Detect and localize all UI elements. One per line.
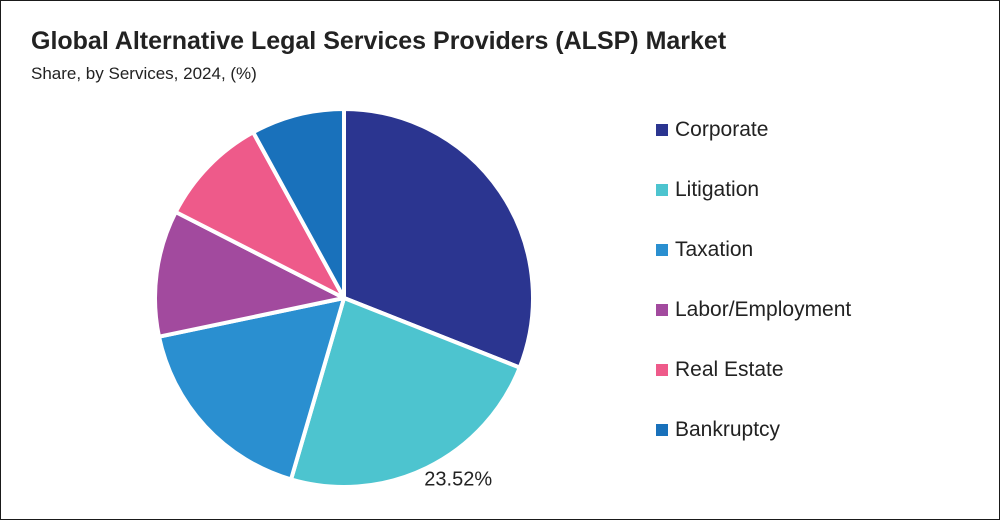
legend-swatch [656,184,668,196]
legend-item-labor-employment: Labor/Employment [656,280,986,340]
pie-data-labels: 23.52% [424,469,492,491]
pie-slice-labor-employment [153,209,346,339]
legend-label: Labor/Employment [675,298,852,321]
legend: Corporate Litigation Taxation Labor/Employm… [656,100,986,460]
legend-item-taxation: Taxation [656,220,986,280]
pie-slice-bankruptcy [251,107,346,300]
legend-item-bankruptcy: Bankruptcy [656,400,986,460]
legend-swatch [656,244,668,256]
legend-item-real-estate: Real Estate [656,340,986,400]
pie-slice-corporate [342,107,535,370]
legend-label: Bankruptcy [675,418,781,441]
data-label-litigation: 23.52% [424,469,492,491]
legend-label: Corporate [675,118,769,141]
pie-slice-real-estate [173,130,346,300]
legend-item-litigation: Litigation [656,160,986,220]
legend-label: Litigation [675,178,760,201]
pie-slice-taxation [157,296,346,482]
legend-label: Taxation [675,238,754,261]
legend-item-corporate: Corporate [656,100,986,160]
legend-swatch [656,124,668,136]
legend-swatch [656,424,668,436]
chart-subtitle: Share, by Services, 2024, (%) [31,64,257,83]
legend-swatch [656,364,668,376]
legend-label: Real Estate [675,358,784,381]
chart-title: Global Alternative Legal Services Provid… [31,27,727,55]
pie-slices [153,107,535,489]
legend-swatch [656,304,668,316]
pie-slice-litigation [289,296,522,489]
